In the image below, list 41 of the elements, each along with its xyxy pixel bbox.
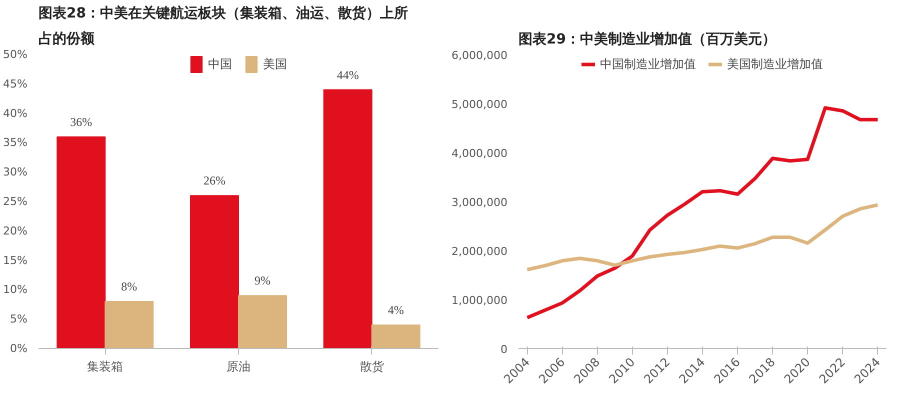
y-tick-label: 25% bbox=[3, 195, 28, 208]
data-label: 44% bbox=[336, 68, 359, 82]
y-tick-label: 0% bbox=[10, 342, 28, 355]
y-tick-label: 50% bbox=[3, 48, 28, 61]
x-tick-label: 散货 bbox=[360, 360, 384, 374]
chart-title: 图表29：中美制造业增加值（百万美元） bbox=[518, 30, 776, 48]
y-tick-label: 20% bbox=[3, 224, 28, 238]
data-label: 36% bbox=[70, 114, 92, 129]
bar bbox=[371, 324, 420, 348]
x-tick-label: 集装箱 bbox=[87, 360, 124, 374]
bar bbox=[104, 300, 154, 348]
chart-title: 图表28：中美在关键航运板块（集装箱、油运、散货）上所占的份额 bbox=[38, 4, 408, 48]
data-label: 9% bbox=[254, 274, 270, 288]
bar bbox=[323, 89, 372, 348]
y-tick-label: 30% bbox=[3, 166, 28, 179]
bar bbox=[238, 295, 287, 348]
y-tick-label: 2,000,000 bbox=[452, 245, 508, 258]
bar bbox=[190, 195, 239, 348]
line-series bbox=[526, 203, 880, 272]
y-tick-label: 40% bbox=[3, 106, 28, 120]
data-label: 4% bbox=[388, 302, 404, 317]
legend-label: 中国 bbox=[208, 56, 232, 72]
legend-label: 中国制造业增加值 bbox=[600, 56, 696, 72]
y-tick-label: 5% bbox=[10, 312, 28, 326]
y-tick-label: 6,000,000 bbox=[452, 49, 508, 62]
data-label: 8% bbox=[121, 279, 138, 294]
data-label: 26% bbox=[204, 174, 226, 188]
bar bbox=[56, 136, 106, 348]
legend-label: 美国制造业增加值 bbox=[727, 56, 823, 72]
x-tick-label: 原油 bbox=[226, 360, 250, 374]
y-tick-label: 3,000,000 bbox=[452, 196, 508, 209]
y-tick-label: 1,000,000 bbox=[452, 294, 508, 307]
y-tick-label: 35% bbox=[3, 136, 28, 150]
y-tick-label: 0 bbox=[500, 343, 508, 356]
y-tick-label: 10% bbox=[3, 283, 28, 296]
line-series bbox=[526, 106, 880, 320]
y-tick-label: 15% bbox=[3, 254, 28, 267]
y-tick-label: 4,000,000 bbox=[452, 147, 508, 160]
legend-label: 美国 bbox=[263, 56, 287, 72]
y-tick-label: 5,000,000 bbox=[452, 98, 508, 111]
y-tick-label: 45% bbox=[3, 77, 28, 90]
